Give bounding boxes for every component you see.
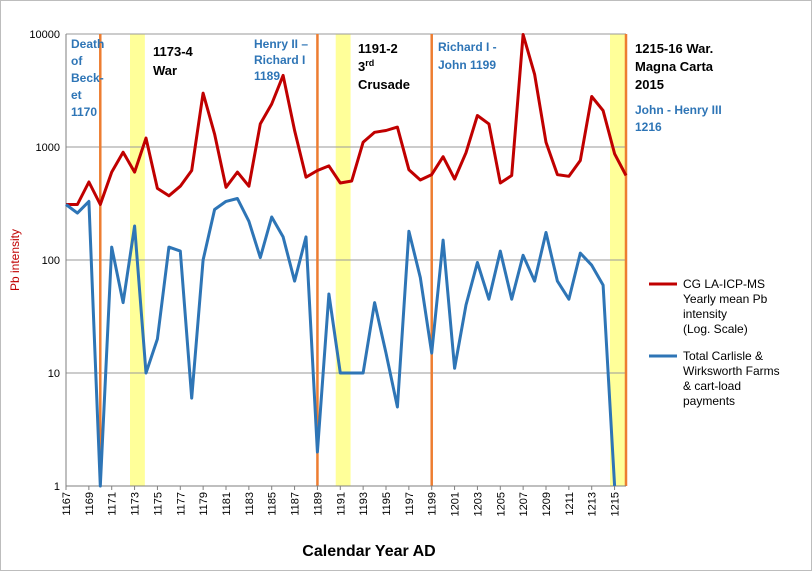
legend-label-0: intensity — [683, 307, 727, 321]
x-tick-label: 1193 — [358, 492, 370, 516]
x-tick-labels: 1167 1169 1171 1173 1175 1177 1179 1181 1183 1185… — [61, 486, 622, 516]
x-tick-label: 1199 — [427, 492, 439, 516]
x-tick-label: 1215 — [610, 492, 622, 516]
annotation-0-line: Beck- — [71, 71, 104, 85]
annotation-5-line: Magna Carta — [635, 59, 714, 74]
x-tick-label: 1177 — [175, 492, 187, 516]
annotation-0-line: et — [71, 88, 82, 102]
x-tick-label: 1185 — [267, 492, 279, 516]
legend-label-0: Yearly mean Pb — [683, 292, 768, 306]
x-tick-label: 1207 — [518, 492, 530, 516]
x-tick-label: 1181 — [221, 492, 233, 516]
series-line-1 — [65, 197, 617, 488]
annotation-5-line: 2015 — [635, 77, 664, 92]
y-tick-label: 10000 — [29, 29, 60, 41]
x-tick-label: 1195 — [381, 492, 393, 516]
legend-label-1: Wirksworth Farms — [683, 364, 780, 378]
event-annotations: Death of Beck-et 1170 1173-4 War Henry II – Ric… — [71, 37, 722, 134]
series-line-0 — [66, 33, 628, 206]
x-tick-label: 1213 — [587, 492, 599, 516]
x-tick-label: 1209 — [541, 492, 553, 516]
x-tick-label: 1171 — [107, 492, 119, 516]
x-tick-label: 1203 — [472, 492, 484, 516]
y-tick-labels: 1 10 100 1000 10000 — [29, 29, 60, 493]
y-tick-label: 100 — [42, 255, 60, 267]
x-tick-label: 1191 — [335, 492, 347, 516]
event-lines — [99, 34, 628, 486]
y-tick-label: 10 — [48, 368, 60, 380]
x-tick-label: 1173 — [130, 492, 142, 516]
annotation-6-line: 1216 — [635, 120, 662, 134]
annotation-3-line: 3rd — [358, 58, 374, 74]
x-tick-label: 1183 — [244, 492, 256, 516]
annotation-2-line: Richard I — [254, 53, 305, 67]
annotation-1-line: War — [153, 63, 177, 78]
annotation-2-line: Henry II – — [254, 37, 308, 51]
annotation-6-line: John - Henry III — [635, 103, 722, 117]
x-tick-label: 1211 — [564, 492, 576, 516]
legend-label-0: (Log. Scale) — [683, 322, 748, 336]
legend-label-0: CG LA-ICP-MS — [683, 277, 765, 291]
series-lines — [65, 33, 628, 488]
annotation-4-line: John 1199 — [438, 58, 496, 72]
x-tick-label: 1187 — [290, 492, 302, 516]
y-tick-label: 1000 — [36, 142, 60, 154]
x-tick-label: 1197 — [404, 492, 416, 516]
x-tick-label: 1169 — [84, 492, 96, 516]
x-tick-label: 1205 — [495, 492, 507, 516]
x-tick-label: 1175 — [152, 492, 164, 516]
x-axis-label: Calendar Year AD — [302, 543, 435, 560]
annotation-1-line: 1173-4 — [153, 44, 194, 59]
annotation-0-line: of — [71, 54, 83, 68]
y-tick-label: 1 — [54, 481, 60, 493]
annotation-3-line: 1191-2 — [358, 41, 398, 56]
y-axis-label: Pb intensity — [8, 229, 22, 291]
legend-label-1: payments — [683, 394, 735, 408]
annotation-2-line: 1189 — [254, 69, 280, 83]
legend-label-1: & cart-load — [683, 379, 741, 393]
annotation-4-line: Richard I - — [438, 40, 497, 54]
annotation-0-line: Death — [71, 37, 104, 51]
legend-label-1: Total Carlisle & — [683, 349, 763, 363]
annotation-5-line: 1215-16 War. — [635, 41, 713, 56]
x-tick-label: 1179 — [198, 492, 210, 516]
annotation-0-line: 1170 — [71, 105, 97, 119]
annotation-3-line: Crusade — [358, 77, 410, 92]
axes — [65, 34, 626, 487]
x-tick-label: 1167 — [61, 492, 73, 516]
x-tick-label: 1189 — [312, 492, 324, 516]
x-tick-label: 1201 — [450, 492, 462, 516]
